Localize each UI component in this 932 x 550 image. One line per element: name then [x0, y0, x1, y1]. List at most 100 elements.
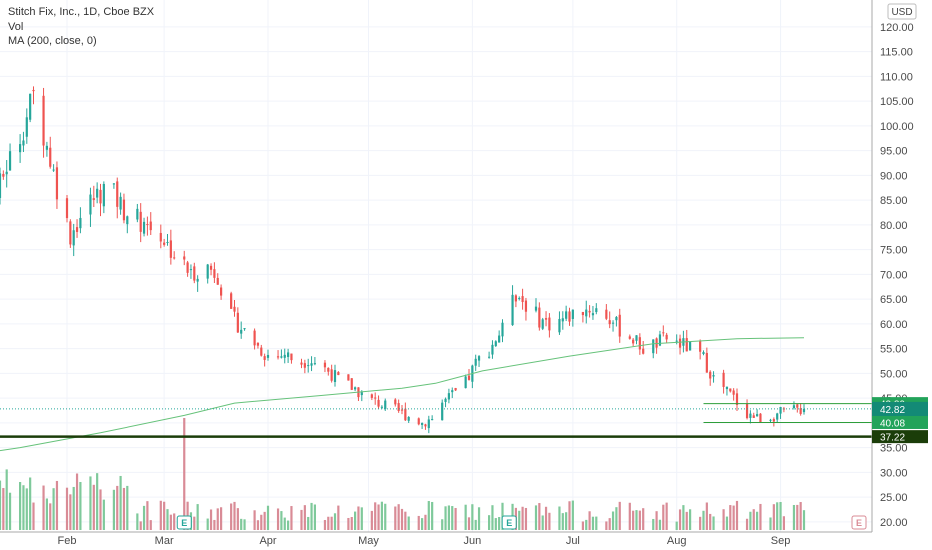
candle-body [427, 419, 430, 429]
candle-body [712, 375, 715, 377]
candle-body [213, 269, 216, 278]
volume-bar [377, 504, 380, 530]
legend: Stitch Fix, Inc., 1D, Cboe BZX Vol MA (2… [8, 6, 155, 47]
earnings-corner-marker[interactable]: E [851, 515, 867, 530]
candle-body [173, 257, 176, 259]
volume-bar [561, 513, 564, 530]
candle-body [756, 414, 759, 417]
candle-body [397, 403, 400, 411]
volume-bar [307, 516, 310, 530]
volume-bar [220, 507, 223, 530]
candle-body [256, 342, 260, 346]
candle-body [729, 388, 732, 392]
candle-body [441, 402, 444, 421]
candle-body [725, 386, 729, 390]
volume-bar [337, 505, 340, 530]
volume-bar [116, 485, 119, 530]
volume-bar [149, 520, 152, 530]
candle-body [119, 196, 122, 210]
candle-body [792, 405, 796, 409]
candle-body [652, 339, 655, 354]
volume-bar [749, 511, 752, 530]
earnings-marker[interactable]: E [176, 515, 192, 530]
y-tick-label: 25.00 [880, 492, 908, 504]
candle-body [662, 332, 665, 334]
volume-bar [776, 502, 779, 530]
time-axis[interactable]: Feb Mar Apr May Jun Jul Aug Sep [58, 535, 791, 547]
volume-bar [139, 521, 142, 530]
volume-bar [544, 506, 548, 530]
candle-body [451, 390, 454, 393]
volume-bar [588, 511, 591, 530]
volume-bar [25, 488, 28, 530]
candle-body [377, 399, 380, 407]
candle-body [303, 363, 306, 368]
volume-bar [725, 516, 729, 530]
candle-body [544, 318, 548, 320]
volume-bar [581, 521, 584, 530]
volume-bar [655, 511, 658, 530]
volume-bar [685, 511, 688, 530]
candle-body [709, 371, 712, 379]
volume-bar [541, 515, 544, 530]
candle-body [266, 354, 270, 358]
volume-bar [256, 520, 260, 530]
volume-bar [772, 504, 775, 530]
volume-bar [642, 508, 645, 530]
candle-body [394, 399, 397, 405]
candle-body [193, 266, 196, 281]
x-tick-label: Apr [259, 535, 276, 547]
volume-bar [689, 509, 692, 530]
volume-bar [538, 503, 541, 530]
candle-body [702, 352, 705, 355]
volume-bar [330, 516, 333, 530]
candle-body [632, 339, 635, 344]
candle-body [69, 221, 72, 245]
earnings-marker[interactable]: E [501, 515, 517, 530]
volume-bar [571, 500, 574, 530]
y-tick-label: 100.00 [880, 121, 914, 133]
currency-badge[interactable]: USD [887, 3, 917, 20]
candle-body [354, 387, 357, 390]
volume-bar [65, 487, 69, 530]
volume-bar [521, 506, 524, 530]
support-badge-label: 37.22 [880, 433, 905, 444]
candle-body [628, 336, 631, 339]
candle-body [75, 227, 79, 232]
candle-body [678, 338, 682, 348]
candle-body [454, 387, 457, 391]
volume-bar [611, 511, 615, 530]
candle-body [424, 424, 427, 427]
volume-bar [96, 473, 99, 530]
candle-body [183, 256, 186, 260]
volume-bar [142, 505, 146, 530]
volume-bar [712, 516, 715, 530]
volume-bar [407, 516, 410, 530]
x-tick-label: Jul [566, 535, 580, 547]
legend-title: Stitch Fix, Inc., 1D, Cboe BZX [8, 6, 155, 18]
y-tick-label: 30.00 [880, 467, 908, 479]
candle-body [327, 367, 330, 372]
candle-body [699, 340, 702, 352]
candle-body [749, 413, 752, 418]
candle-body [19, 144, 22, 153]
candle-body [615, 317, 618, 321]
volume-bar [19, 482, 22, 530]
candle-body [209, 265, 213, 270]
candle-body [313, 363, 316, 365]
currency-label: USD [891, 7, 912, 18]
volume-bar [240, 518, 243, 530]
volume-bar [216, 508, 219, 530]
candle-body [588, 310, 591, 313]
candle-body [206, 264, 209, 279]
volume-bar [635, 510, 638, 530]
volume-bar [605, 521, 608, 530]
volume-bar [477, 507, 481, 530]
volume-bar [467, 517, 471, 530]
candle-body [591, 313, 595, 316]
candle-body [444, 398, 447, 402]
ma-line [0, 337, 805, 452]
volume-bar [55, 480, 59, 530]
